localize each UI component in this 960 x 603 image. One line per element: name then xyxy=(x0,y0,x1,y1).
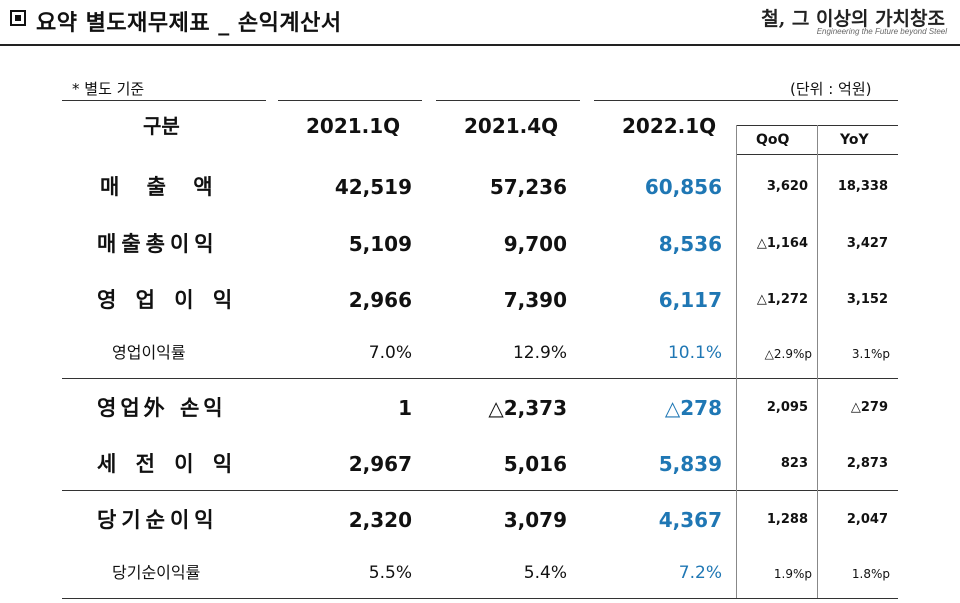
value-2021-4q: 9,700 xyxy=(503,232,567,256)
header-2022-1q: 2022.1Q xyxy=(622,114,717,138)
logo-slogan: 철, 그 이상의 가치창조 xyxy=(761,8,945,30)
value-2021-4q: △2,373 xyxy=(488,396,567,420)
row-label: 영업이익률 xyxy=(112,343,186,362)
value-2021-4q: 5.4% xyxy=(523,563,567,583)
row-label: 세 전 이 익 xyxy=(97,452,239,476)
value-yoy: 3,152 xyxy=(846,292,888,307)
header-top-line xyxy=(278,100,422,101)
basis-note: * 별도 기준 xyxy=(72,80,145,98)
value-2021-1q: 1 xyxy=(398,396,412,420)
logo-tagline: Engineering the Future beyond Steel xyxy=(816,27,947,36)
column-divider xyxy=(817,125,818,598)
value-2022-1q: △278 xyxy=(664,396,722,420)
header-yoy: YoY xyxy=(840,132,869,148)
value-qoq: △2.9%p xyxy=(764,347,812,361)
value-2022-1q: 7.2% xyxy=(678,563,722,583)
row-label: 매 출 액 xyxy=(100,175,223,199)
value-2021-1q: 5.5% xyxy=(368,563,412,583)
value-2021-4q: 7,390 xyxy=(503,288,567,312)
value-2022-1q: 10.1% xyxy=(667,343,722,363)
value-qoq: △1,164 xyxy=(756,236,808,251)
value-2021-1q: 2,967 xyxy=(348,452,412,476)
value-2022-1q: 8,536 xyxy=(658,232,722,256)
row-label: 영업外 손익 xyxy=(97,396,227,420)
header-qoq: QoQ xyxy=(756,132,790,148)
value-2021-1q: 2,966 xyxy=(348,288,412,312)
company-logo: 철, 그 이상의 가치창조 Engineering the Future bey… xyxy=(761,0,955,42)
value-qoq: 1.9%p xyxy=(773,567,812,581)
header-2021-1q: 2021.1Q xyxy=(306,114,401,138)
header-category: 구분 xyxy=(143,114,180,138)
page-title: 요약 별도재무제표 _ 손익계산서 xyxy=(36,11,342,36)
value-yoy: 2,047 xyxy=(846,512,888,527)
row-label: 당기순이익률 xyxy=(112,563,201,582)
value-2021-1q: 42,519 xyxy=(334,175,412,199)
group-divider xyxy=(62,490,898,491)
page-header: 요약 별도재무제표 _ 손익계산서 철, 그 이상의 가치창조 Engineer… xyxy=(0,0,960,46)
value-yoy: △279 xyxy=(850,400,888,415)
value-yoy: 2,873 xyxy=(846,456,888,471)
value-yoy: 1.8%p xyxy=(851,567,890,581)
value-2022-1q: 4,367 xyxy=(658,508,722,532)
value-2021-4q: 5,016 xyxy=(503,452,567,476)
value-yoy: 18,338 xyxy=(837,179,888,194)
header-top-line xyxy=(62,100,266,101)
header-divider xyxy=(0,44,960,46)
square-bullet-icon xyxy=(10,10,26,26)
value-2021-1q: 7.0% xyxy=(368,343,412,363)
column-divider xyxy=(736,125,737,598)
row-label: 매출총이익 xyxy=(97,232,219,256)
value-2021-1q: 2,320 xyxy=(348,508,412,532)
row-label: 당기순이익 xyxy=(97,508,219,532)
value-qoq: 1,288 xyxy=(766,512,808,527)
value-2022-1q: 6,117 xyxy=(658,288,722,312)
value-2022-1q: 5,839 xyxy=(658,452,722,476)
header-top-line xyxy=(436,100,580,101)
value-2021-4q: 57,236 xyxy=(489,175,567,199)
header-2021-4q: 2021.4Q xyxy=(464,114,559,138)
value-qoq: △1,272 xyxy=(756,292,808,307)
table-bottom-line xyxy=(62,598,898,599)
value-2022-1q: 60,856 xyxy=(644,175,722,199)
value-2021-4q: 3,079 xyxy=(503,508,567,532)
value-qoq: 823 xyxy=(780,456,808,471)
value-qoq: 2,095 xyxy=(766,400,808,415)
group-divider xyxy=(62,378,898,379)
header-top-line xyxy=(594,100,898,101)
value-2021-1q: 5,109 xyxy=(348,232,412,256)
value-qoq: 3,620 xyxy=(766,179,808,194)
value-yoy: 3.1%p xyxy=(851,347,890,361)
value-yoy: 3,427 xyxy=(846,236,888,251)
unit-note: (단위 : 억원) xyxy=(790,80,872,98)
value-2021-4q: 12.9% xyxy=(512,343,567,363)
row-label: 영 업 이 익 xyxy=(97,288,239,312)
